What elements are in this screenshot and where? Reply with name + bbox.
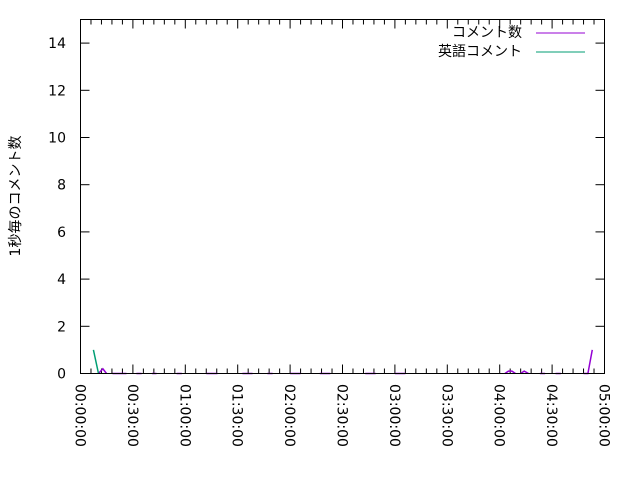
x-tick-label: 04:30:00: [543, 384, 559, 447]
legend: コメント数 英語コメント: [438, 25, 585, 60]
x-tick-label: 02:00:00: [281, 384, 297, 447]
y-tick-label: 10: [48, 131, 66, 147]
x-tick-label: 01:30:00: [229, 384, 245, 447]
y-tick-label: 0: [57, 367, 66, 383]
legend-label-0: コメント数: [452, 25, 522, 41]
x-tick-label: 00:00:00: [72, 384, 88, 447]
plot-border: [80, 19, 605, 374]
series-line-0: [583, 349, 594, 375]
x-tick-label: 03:00:00: [386, 384, 402, 447]
y-tick-label: 8: [57, 178, 66, 194]
x-tick-labels: 00:00:00 00:30:00 01:00:00 01:30:00 02:00:00…: [72, 384, 612, 447]
series-line-0: [520, 370, 529, 375]
y-axis-label: 1秒毎のコメント数: [8, 136, 24, 257]
x-tick-label: 05:00:00: [596, 384, 612, 447]
x-tick-label: 03:30:00: [438, 384, 454, 447]
y-tick-label: 2: [57, 319, 66, 335]
y-tick-label: 4: [57, 272, 66, 288]
x-tick-label: 02:30:00: [334, 384, 350, 447]
x-tick-label: 00:30:00: [124, 384, 140, 447]
series-line-0: [504, 370, 516, 375]
y-tick-labels: 0 2 4 6 8 10 12 14: [48, 36, 66, 382]
y-tick-label: 6: [57, 225, 66, 241]
legend-label-1: 英語コメント: [438, 43, 522, 60]
y-tick-label: 12: [48, 83, 66, 99]
series-line-0: [97, 367, 108, 375]
x-tick-label: 01:00:00: [176, 384, 192, 447]
ticks: [80, 19, 605, 374]
x-tick-label: 04:00:00: [491, 384, 507, 447]
series-line-1: [92, 349, 100, 374]
y-tick-label: 14: [48, 36, 66, 52]
